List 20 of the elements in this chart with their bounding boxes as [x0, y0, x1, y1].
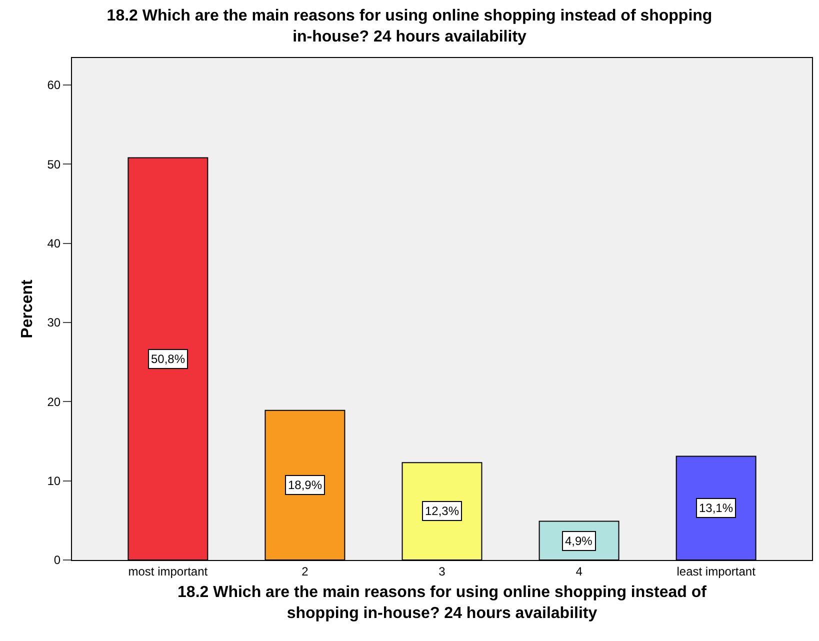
x-tick-label: 4: [576, 564, 583, 578]
y-tick-label: 10: [47, 474, 61, 488]
y-tick-label: 50: [47, 157, 61, 172]
y-tick-label: 20: [47, 394, 61, 409]
y-tick-label: 30: [47, 316, 61, 330]
x-tick-label: 3: [438, 564, 446, 578]
data-label: 4,9%: [565, 534, 593, 548]
data-label: 50,8%: [151, 352, 186, 366]
x-tick-label: most important: [128, 564, 208, 578]
chart-title: 18.2 Which are the main reasons for using online shopping instead of shopping in-house? 24 hours availability: [106, 8, 712, 46]
y-tick-label: 0: [54, 553, 61, 568]
x-tick-label: 2: [302, 564, 309, 578]
x-tick-label: least important: [676, 564, 756, 578]
y-tick-label: 60: [47, 78, 61, 92]
data-label: 13,1%: [699, 501, 734, 515]
data-label: 18,9%: [288, 478, 322, 492]
x-axis-title: 18.2 Which are the main reasons for using online shopping instead of shopping in-house? 24 hours availability: [178, 584, 708, 622]
y-tick-label: 40: [47, 236, 61, 250]
y-axis-title: Percent: [19, 278, 36, 338]
data-label: 12,3%: [425, 504, 460, 518]
